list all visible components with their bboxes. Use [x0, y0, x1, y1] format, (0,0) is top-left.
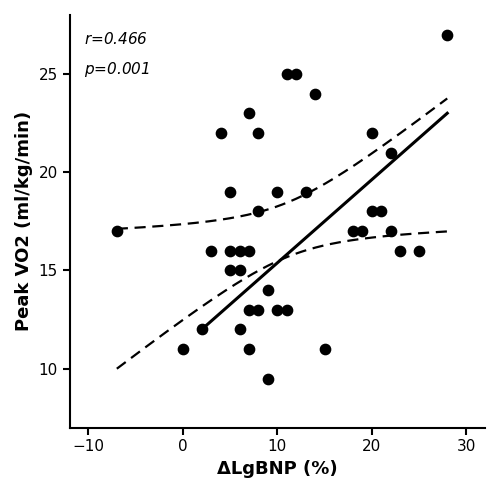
Point [358, 227, 366, 235]
Point [216, 129, 224, 137]
Point [254, 208, 262, 215]
Point [264, 375, 272, 383]
Point [236, 267, 244, 275]
Point [386, 227, 394, 235]
Point [179, 345, 187, 353]
Point [282, 70, 290, 78]
Point [320, 345, 328, 353]
Point [264, 286, 272, 294]
Point [245, 109, 253, 117]
Point [113, 227, 121, 235]
Point [311, 90, 319, 98]
Point [274, 188, 281, 196]
Point [226, 267, 234, 275]
Point [198, 325, 206, 333]
Point [282, 306, 290, 314]
Point [302, 188, 310, 196]
Point [254, 129, 262, 137]
Point [292, 70, 300, 78]
Y-axis label: Peak VO2 (ml/kg/min): Peak VO2 (ml/kg/min) [15, 111, 33, 331]
Point [236, 325, 244, 333]
Point [207, 247, 215, 255]
Point [368, 129, 376, 137]
Point [226, 188, 234, 196]
Point [245, 345, 253, 353]
Text: $p$=0.001: $p$=0.001 [84, 60, 150, 79]
Text: $r$=0.466: $r$=0.466 [84, 32, 148, 47]
Point [443, 31, 451, 38]
Point [226, 247, 234, 255]
Point [254, 306, 262, 314]
Point [245, 247, 253, 255]
Point [236, 247, 244, 255]
X-axis label: ΔLgBNP (%): ΔLgBNP (%) [217, 460, 338, 478]
Point [245, 306, 253, 314]
Point [415, 247, 423, 255]
Point [396, 247, 404, 255]
Point [349, 227, 357, 235]
Point [368, 208, 376, 215]
Point [377, 208, 385, 215]
Point [386, 148, 394, 156]
Point [274, 306, 281, 314]
